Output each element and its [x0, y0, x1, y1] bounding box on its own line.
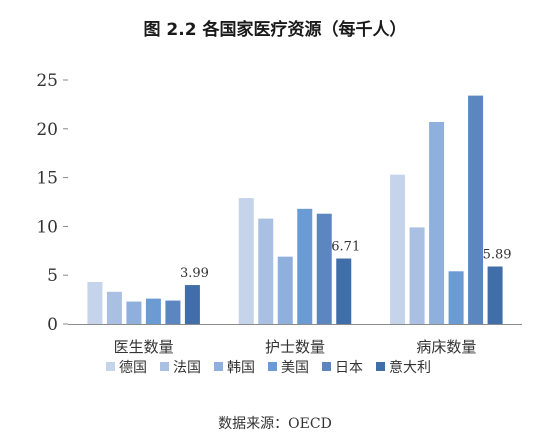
y-axis: 0 5 10 15 20 25 [36, 71, 68, 335]
bar [336, 258, 352, 324]
bar [448, 271, 464, 324]
bar [106, 291, 122, 324]
y-tick-label: 0 [47, 315, 58, 335]
bar [258, 218, 274, 324]
legend-label: 美国 [281, 360, 309, 376]
bar [468, 95, 484, 324]
data-labels: 3.99 6.71 5.89 [180, 240, 512, 282]
y-tick-label: 5 [47, 266, 58, 286]
source-note: 数据来源：OECD [218, 416, 332, 432]
bar [238, 198, 254, 324]
legend-label: 德国 [119, 360, 147, 376]
chart-title: 图 2.2 各国家医疗资源（每千人） [144, 19, 407, 40]
bar [487, 266, 503, 324]
x-category-label: 护士数量 [265, 338, 325, 356]
bar [165, 300, 181, 324]
y-tick-label: 20 [36, 120, 58, 140]
bar [184, 285, 200, 324]
bars [87, 95, 503, 324]
x-category-label: 病床数量 [416, 338, 476, 356]
bar [277, 256, 293, 324]
bar [316, 213, 332, 324]
bar [429, 121, 445, 324]
legend-swatch [106, 362, 115, 371]
legend-swatch [214, 362, 223, 371]
data-label: 5.89 [483, 248, 512, 263]
legend-label: 日本 [335, 360, 363, 376]
legend-label: 意大利 [389, 359, 431, 376]
x-axis: 医生数量 护士数量 病床数量 [68, 324, 522, 356]
x-category-label: 医生数量 [114, 338, 174, 356]
y-tick-label: 10 [36, 217, 58, 237]
y-tick-label: 15 [36, 169, 58, 189]
y-tick-label: 25 [36, 71, 58, 91]
bar [297, 208, 313, 324]
legend-label: 法国 [173, 360, 201, 376]
bar [126, 301, 142, 324]
legend-swatch [322, 362, 331, 371]
legend-label: 韩国 [227, 360, 255, 376]
data-label: 6.71 [331, 240, 360, 255]
legend: 德国 法国 韩国 美国 日本 意大利 [106, 359, 431, 376]
bar [87, 282, 103, 324]
data-label: 3.99 [180, 266, 209, 281]
legend-swatch [160, 362, 169, 371]
bar [390, 174, 406, 324]
legend-swatch [268, 362, 277, 371]
bar [409, 227, 425, 324]
bar [145, 298, 161, 324]
legend-swatch [376, 362, 385, 371]
